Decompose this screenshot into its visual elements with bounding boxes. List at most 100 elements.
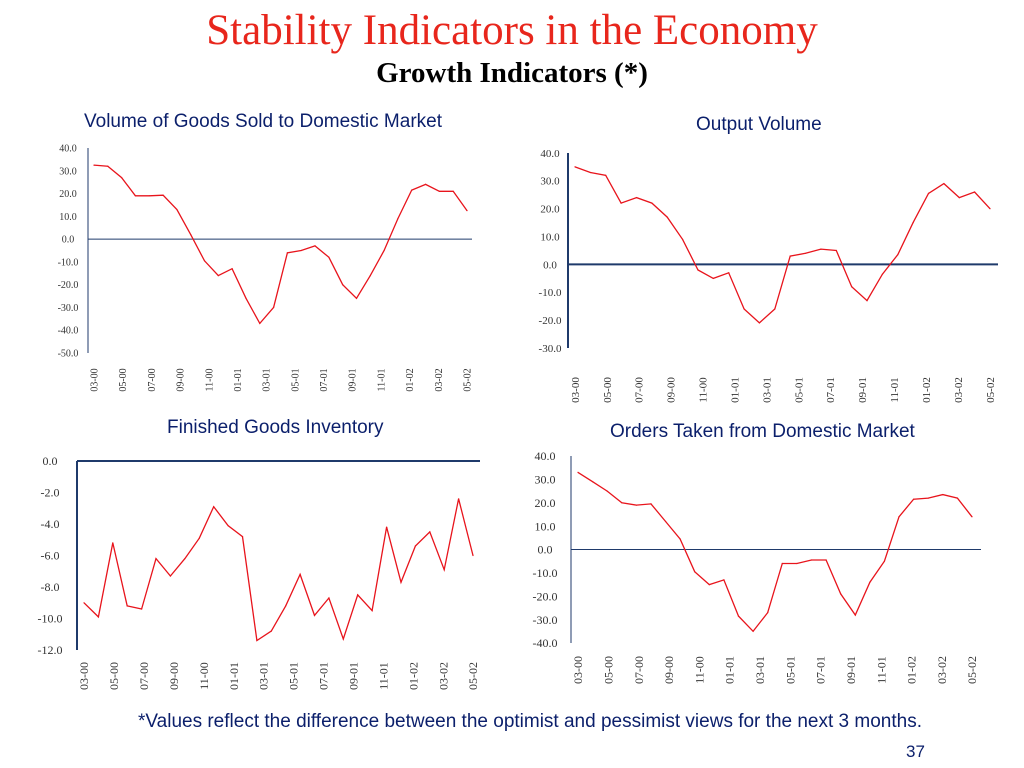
y-tick-label: 10.0 [540, 231, 560, 243]
data-point [682, 238, 684, 240]
data-point [989, 208, 991, 210]
y-tick-label: 0.0 [62, 235, 75, 246]
footnote: *Values reflect the difference between t… [138, 711, 922, 732]
data-point [927, 192, 930, 194]
y-tick-label: -10.0 [533, 566, 558, 580]
data-point [148, 195, 150, 197]
data-point [121, 177, 123, 179]
data-point [227, 525, 229, 527]
data-point [443, 569, 445, 571]
x-tick-label: 05-02 [985, 377, 997, 403]
data-point [452, 190, 454, 192]
x-tick-label: 11-00 [197, 662, 211, 690]
slide-title: Stability Indicators in the Economy [206, 7, 818, 54]
data-point [971, 516, 973, 518]
chart-title-output-volume: Output Volume [696, 114, 822, 135]
x-tick-label: 09-01 [857, 377, 869, 403]
y-tick-label: 40.0 [59, 144, 77, 155]
x-tick-label: 11-00 [698, 377, 710, 403]
y-tick-label: -20.0 [58, 280, 79, 291]
data-point [286, 252, 288, 254]
data-point [300, 249, 302, 252]
data-point [299, 573, 301, 576]
data-point [241, 536, 244, 538]
data-point [328, 256, 330, 258]
x-tick-label: 09-01 [348, 368, 359, 391]
data-point [679, 538, 681, 540]
y-tick-label: -40.0 [533, 636, 558, 650]
data-point [429, 531, 431, 533]
data-point [190, 234, 192, 236]
data-point [752, 630, 754, 632]
data-point [313, 614, 316, 617]
x-tick-label: 03-01 [262, 368, 273, 391]
data-point [666, 216, 668, 218]
y-tick-label: -30.0 [533, 613, 558, 627]
y-tick-label: -10.0 [38, 612, 63, 626]
y-tick-label: 40.0 [540, 148, 560, 160]
y-tick-label: 0.0 [543, 259, 557, 271]
x-tick-label: 05-00 [602, 377, 614, 403]
x-tick-label: 05-02 [463, 368, 474, 391]
data-point [155, 558, 157, 560]
data-point [728, 272, 730, 274]
x-tick-label: 07-01 [317, 662, 331, 690]
data-point [355, 297, 358, 299]
data-point [411, 189, 413, 191]
data-point [176, 208, 178, 211]
series-line [93, 164, 468, 325]
data-point [635, 504, 638, 506]
data-point [203, 260, 206, 262]
x-tick-label: 05-00 [602, 656, 616, 684]
y-tick-label: -4.0 [41, 517, 60, 531]
data-point [781, 562, 783, 565]
data-point [112, 542, 114, 544]
data-point [774, 308, 776, 310]
data-point [697, 269, 699, 271]
slide-subtitle: Growth Indicators (*) [376, 57, 648, 89]
y-tick-label: 20.0 [540, 204, 560, 216]
y-tick-label: -20.0 [533, 589, 558, 603]
chart-title-orders-taken: Orders Taken from Domestic Market [610, 421, 915, 442]
data-point [723, 579, 725, 581]
x-tick-label: 01-02 [905, 656, 919, 684]
data-point [169, 575, 171, 577]
data-point [810, 559, 813, 561]
x-tick-label: 01-01 [227, 662, 241, 690]
x-tick-label: 11-00 [692, 656, 706, 684]
x-tick-label: 07-00 [137, 662, 151, 690]
x-tick-label: 03-01 [753, 656, 767, 684]
data-point [83, 602, 85, 604]
x-tick-label: 01-01 [723, 656, 737, 684]
data-point [897, 254, 899, 256]
x-tick-label: 01-01 [233, 368, 244, 391]
data-point [466, 210, 468, 212]
data-point [357, 594, 359, 596]
data-point [458, 498, 460, 500]
series-line [83, 498, 474, 642]
data-point [386, 526, 388, 528]
x-tick-label: 03-02 [935, 656, 949, 684]
y-tick-label: -40.0 [58, 326, 79, 337]
x-tick-label: 07-00 [632, 656, 646, 684]
data-point [854, 614, 856, 616]
data-point [758, 322, 761, 324]
x-tick-label: 03-02 [436, 662, 450, 690]
data-point [259, 322, 261, 324]
y-tick-label: -8.0 [41, 580, 60, 594]
data-point [217, 275, 219, 277]
x-tick-label: 07-00 [147, 368, 158, 391]
data-point [97, 616, 99, 618]
data-point [635, 197, 638, 199]
data-point [767, 612, 769, 614]
data-point [472, 554, 474, 557]
x-tick-label: 11-01 [874, 656, 888, 684]
data-point [273, 306, 275, 308]
data-point [438, 190, 440, 192]
x-tick-label: 09-00 [176, 368, 187, 391]
x-tick-label: 07-01 [319, 368, 330, 391]
series-line [577, 471, 973, 633]
x-tick-label: 09-01 [347, 662, 361, 690]
x-tick-label: 05-01 [783, 656, 797, 684]
